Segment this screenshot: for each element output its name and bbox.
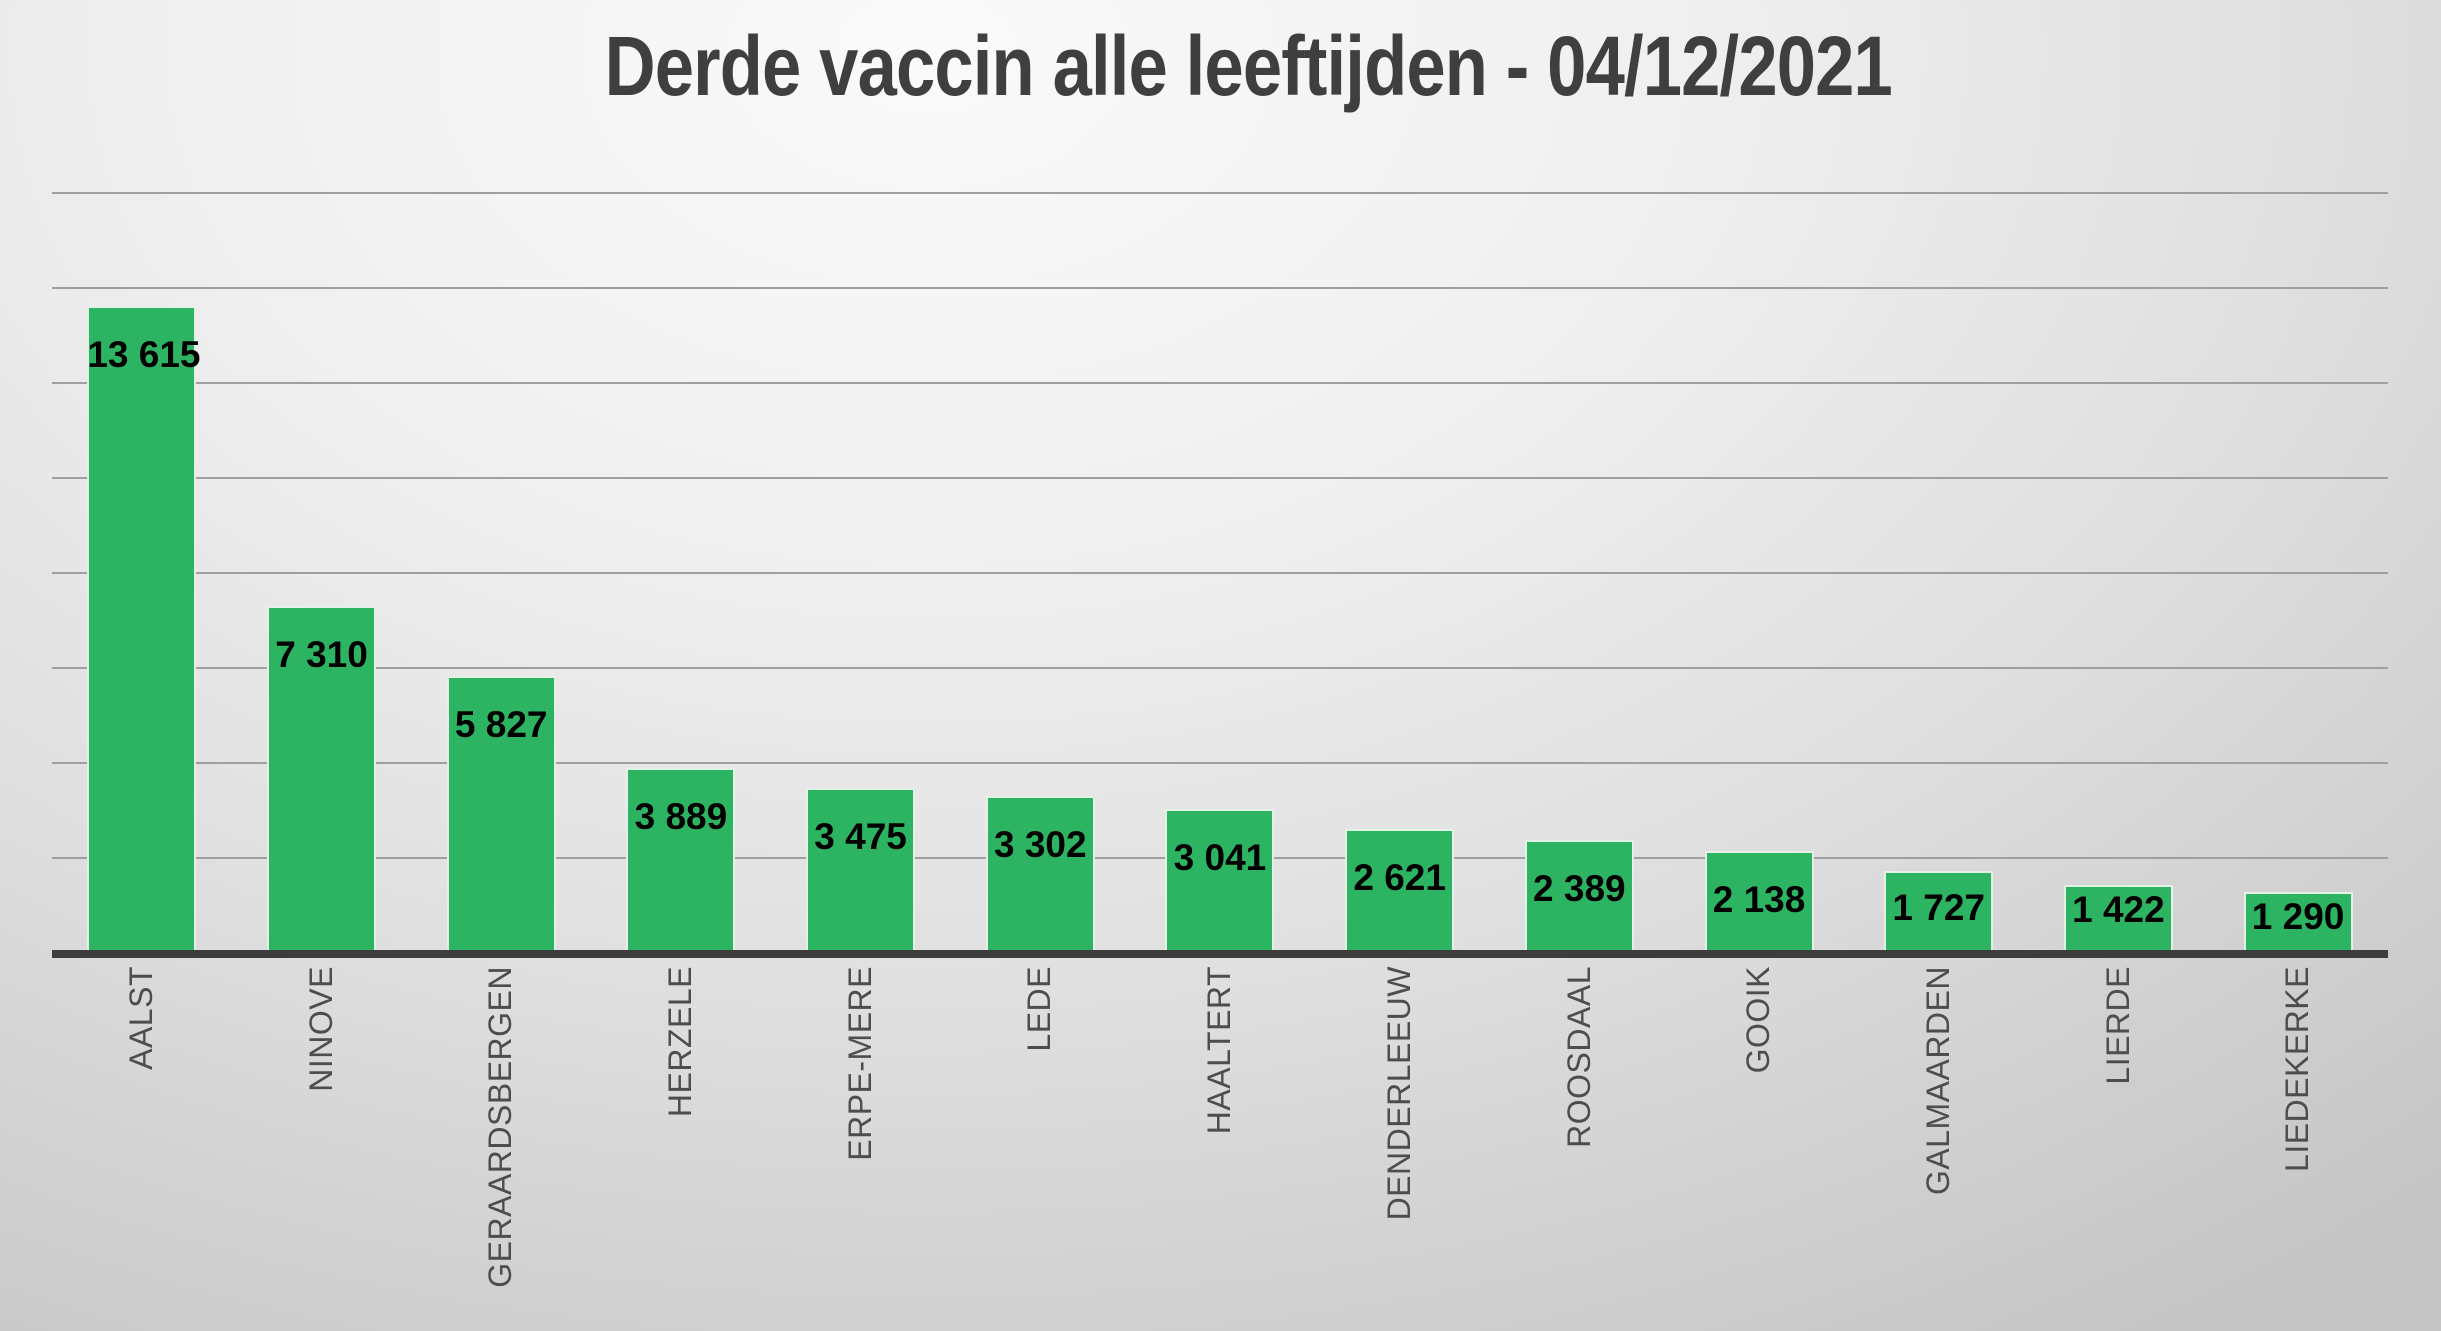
category-cell: LIEDEKERKE bbox=[2208, 966, 2388, 1326]
bar-value-label: 5 827 bbox=[454, 704, 548, 746]
bar-value-label: 2 389 bbox=[1533, 867, 1626, 909]
bar: 1 727 bbox=[1884, 870, 1994, 953]
bar-slot: 2 621 bbox=[1310, 193, 1490, 953]
bar-slot: 3 475 bbox=[771, 193, 951, 953]
category-cell: LEDE bbox=[950, 966, 1130, 1326]
category-cell: NINOVE bbox=[232, 966, 412, 1326]
gridline bbox=[52, 192, 2388, 194]
gridline bbox=[52, 667, 2388, 669]
category-label: HERZELE bbox=[662, 966, 699, 1118]
bar-slot: 13 615 bbox=[52, 193, 232, 953]
bar-value-label: 1 422 bbox=[2072, 889, 2165, 931]
bar-value-label: 3 475 bbox=[814, 815, 907, 857]
x-axis-labels: AALST NINOVE GERAARDSBERGEN HERZELE ERPE-MER… bbox=[52, 966, 2388, 1326]
category-label: GALMAARDEN bbox=[1919, 966, 1956, 1196]
bar-slot: 1 290 bbox=[2208, 193, 2388, 953]
category-cell: DENDERLEEUW bbox=[1310, 966, 1490, 1326]
category-label: ROOSDAAL bbox=[1560, 966, 1597, 1148]
bar: 2 389 bbox=[1524, 839, 1634, 953]
category-label: GERAARDSBERGEN bbox=[482, 966, 519, 1288]
category-cell: HERZELE bbox=[591, 966, 771, 1326]
category-cell: AALST bbox=[52, 966, 232, 1326]
bar: 3 302 bbox=[985, 796, 1095, 953]
bar: 1 290 bbox=[2243, 891, 2353, 953]
bar: 13 615 bbox=[87, 306, 201, 953]
bar-value-label: 1 290 bbox=[2251, 895, 2345, 937]
bar: 3 041 bbox=[1165, 808, 1275, 953]
bar: 7 310 bbox=[267, 605, 377, 953]
category-cell: GERAARDSBERGEN bbox=[411, 966, 591, 1326]
chart-title: Derde vaccin alle leeftijden - 04/12/202… bbox=[28, 24, 2441, 108]
category-label: LIEDEKERKE bbox=[2279, 966, 2316, 1172]
bar-slot: 7 310 bbox=[232, 193, 412, 953]
bar: 3 889 bbox=[626, 768, 736, 953]
bars: 13 615 7 310 5 827 3 889 3 475 3 302 3 041 2 62… bbox=[52, 193, 2388, 953]
bar-value-label: 2 621 bbox=[1353, 856, 1446, 898]
bar-slot: 1 422 bbox=[2029, 193, 2209, 953]
bar: 3 475 bbox=[806, 787, 916, 953]
category-label: HAALTERT bbox=[1201, 966, 1238, 1135]
category-label: DENDERLEEUW bbox=[1380, 966, 1417, 1221]
category-cell: ROOSDAAL bbox=[1490, 966, 1670, 1326]
category-cell: GALMAARDEN bbox=[1849, 966, 2029, 1326]
category-label: AALST bbox=[123, 966, 160, 1070]
bar-slot: 3 889 bbox=[591, 193, 771, 953]
category-label: LIERDE bbox=[2099, 966, 2136, 1085]
chart-title-text: Derde vaccin alle leeftijden - 04/12/202… bbox=[604, 19, 1893, 113]
bar-slot: 2 138 bbox=[1669, 193, 1849, 953]
bar-value-label: 1 727 bbox=[1892, 887, 1986, 928]
bar-value-label: 2 138 bbox=[1712, 879, 1806, 921]
bar-value-label: 7 310 bbox=[275, 633, 368, 675]
bar-value-label: 13 615 bbox=[87, 334, 201, 376]
bar-slot: 3 302 bbox=[950, 193, 1130, 953]
bar-value-label: 3 302 bbox=[993, 824, 1087, 866]
bar-value-label: 3 889 bbox=[634, 796, 728, 838]
category-cell: ERPE-MERE bbox=[771, 966, 951, 1326]
gridline bbox=[52, 382, 2388, 384]
bar-slot: 1 727 bbox=[1849, 193, 2029, 953]
category-cell: LIERDE bbox=[2029, 966, 2209, 1326]
bar: 5 827 bbox=[446, 676, 556, 953]
category-cell: HAALTERT bbox=[1130, 966, 1310, 1326]
category-label: NINOVE bbox=[302, 966, 339, 1092]
x-axis-line bbox=[52, 950, 2388, 958]
category-label: GOOIK bbox=[1740, 966, 1777, 1074]
plot-area: 13 615 7 310 5 827 3 889 3 475 3 302 3 041 2 62… bbox=[52, 192, 2388, 953]
bar-value-label: 3 041 bbox=[1173, 836, 1267, 878]
bar: 2 621 bbox=[1345, 828, 1455, 953]
category-label: ERPE-MERE bbox=[841, 966, 878, 1161]
gridline bbox=[52, 477, 2388, 479]
bar: 2 138 bbox=[1704, 851, 1814, 953]
bar-slot: 5 827 bbox=[411, 193, 591, 953]
gridline bbox=[52, 572, 2388, 574]
category-cell: GOOIK bbox=[1669, 966, 1849, 1326]
gridline bbox=[52, 762, 2388, 764]
bar: 1 422 bbox=[2063, 885, 2173, 953]
bar-slot: 3 041 bbox=[1130, 193, 1310, 953]
bar-slot: 2 389 bbox=[1490, 193, 1670, 953]
gridline bbox=[52, 287, 2388, 289]
category-label: LEDE bbox=[1021, 966, 1058, 1052]
